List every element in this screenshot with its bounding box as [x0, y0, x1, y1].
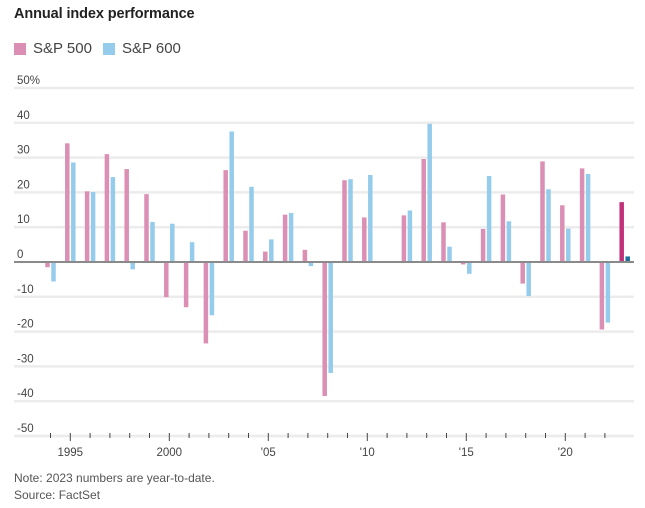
chart-title: Annual index performance — [14, 6, 195, 22]
bar-sp500-2018 — [520, 262, 525, 284]
bar-sp500-1995 — [65, 143, 70, 262]
x-tick-label: 2000 — [157, 447, 183, 459]
bar-sp500-1998 — [124, 169, 129, 262]
y-tick-label: -10 — [17, 284, 34, 296]
bar-sp600-1998 — [130, 262, 135, 270]
y-tick-label: 10 — [17, 214, 30, 226]
bar-sp500-2005 — [263, 251, 268, 262]
chart-source: Source: FactSet — [14, 488, 101, 502]
y-axis-labels: 50% 40 30 20 10 0 -10 -20 -30 -40 -50 — [17, 75, 40, 435]
bar-sp600-2005 — [269, 239, 274, 262]
bar-sp600-1995 — [71, 162, 76, 262]
x-tick-label: 1995 — [58, 447, 84, 459]
bar-sp500-2014 — [441, 222, 446, 262]
bar-sp500-2016 — [480, 228, 486, 262]
bar-sp600-2012 — [407, 210, 413, 262]
bar-sp500-2019 — [540, 161, 545, 262]
bar-sp600-1994 — [51, 262, 56, 282]
bar-sp600-2002 — [209, 262, 215, 316]
bar-sp600-2008 — [328, 262, 333, 374]
x-tick-label: '20 — [558, 447, 573, 459]
bar-sp600-2019 — [546, 189, 551, 262]
bar-sp600-1997 — [110, 177, 116, 262]
legend-swatch-sp500 — [14, 42, 26, 55]
bar-sp500-2017 — [500, 194, 506, 262]
bar-sp600-2009 — [348, 179, 353, 262]
bar-sp600-2023 — [625, 256, 630, 262]
bar-sp600-2018 — [526, 262, 531, 297]
bar-sp500-2020 — [560, 205, 565, 262]
bar-sp600-2006 — [288, 212, 294, 262]
legend-item-sp500: S&P 500 — [14, 40, 92, 57]
bar-sp500-1997 — [104, 154, 110, 262]
bar-sp600-2020 — [566, 228, 571, 262]
bar-sp600-2016 — [486, 176, 492, 262]
bar-sp500-1999 — [144, 194, 149, 262]
legend-swatch-sp600 — [102, 42, 115, 55]
bar-sp600-2015 — [467, 262, 472, 274]
x-tick-label: '05 — [261, 447, 276, 459]
legend-item-sp600: S&P 600 — [102, 40, 181, 57]
bar-sp500-2015 — [461, 262, 466, 265]
x-axis: 1995 2000 '05 '10 '15 '20 — [14, 433, 634, 459]
bar-sp500-2012 — [401, 215, 407, 262]
y-tick-label: -40 — [17, 388, 34, 400]
bar-sp600-2021 — [585, 173, 591, 262]
bar-sp500-2000 — [164, 262, 169, 298]
bar-sp600-2010 — [368, 175, 373, 262]
bar-sp500-2021 — [579, 168, 585, 262]
bar-sp600-1996 — [90, 192, 96, 262]
y-tick-label: 0 — [17, 249, 23, 261]
bar-sp600-2003 — [229, 131, 234, 262]
bar-sp600-2014 — [447, 246, 452, 262]
y-tick-label: -30 — [17, 353, 34, 365]
y-tick-label: 30 — [17, 145, 30, 157]
y-tick-label: 40 — [17, 110, 30, 122]
chart-note: Note: 2023 numbers are year-to-date. — [14, 471, 215, 485]
bar-sp500-2001 — [183, 262, 189, 308]
x-tick-label: '10 — [360, 447, 375, 459]
bar-sp600-2013 — [427, 123, 432, 262]
bar-sp600-2022 — [605, 262, 611, 323]
legend-label-sp500: S&P 500 — [33, 40, 92, 57]
bar-sp500-2002 — [203, 262, 209, 344]
bar-sp600-1999 — [150, 221, 155, 262]
y-tick-label: 20 — [17, 179, 30, 191]
legend: S&P 500 S&P 600 — [14, 40, 192, 57]
bar-sp600-2017 — [506, 221, 512, 262]
bar-sp500-1996 — [84, 191, 90, 262]
bar-sp500-2013 — [421, 158, 426, 262]
bar-sp500-2006 — [282, 214, 288, 262]
y-tick-label: -20 — [17, 319, 34, 331]
bar-sp500-2023 — [619, 202, 624, 262]
bar-sp600-2001 — [189, 242, 195, 262]
bar-sp500-2004 — [243, 230, 248, 262]
bar-sp500-2009 — [342, 180, 347, 262]
bar-sp500-2022 — [599, 262, 605, 330]
bar-sp600-2000 — [170, 223, 175, 262]
y-tick-label: -50 — [17, 423, 34, 435]
legend-label-sp600: S&P 600 — [121, 40, 181, 57]
bar-sp500-2008 — [322, 262, 327, 396]
bars — [45, 123, 630, 396]
bar-sp500-2007 — [302, 249, 308, 262]
bar-sp500-2010 — [362, 217, 367, 262]
x-tick-label: '15 — [459, 447, 474, 459]
y-tick-label: 50% — [17, 75, 40, 87]
bar-sp600-2007 — [308, 262, 314, 267]
bar-sp500-2003 — [223, 170, 228, 262]
bar-sp600-2004 — [249, 186, 254, 262]
bar-sp500-1994 — [45, 262, 50, 268]
